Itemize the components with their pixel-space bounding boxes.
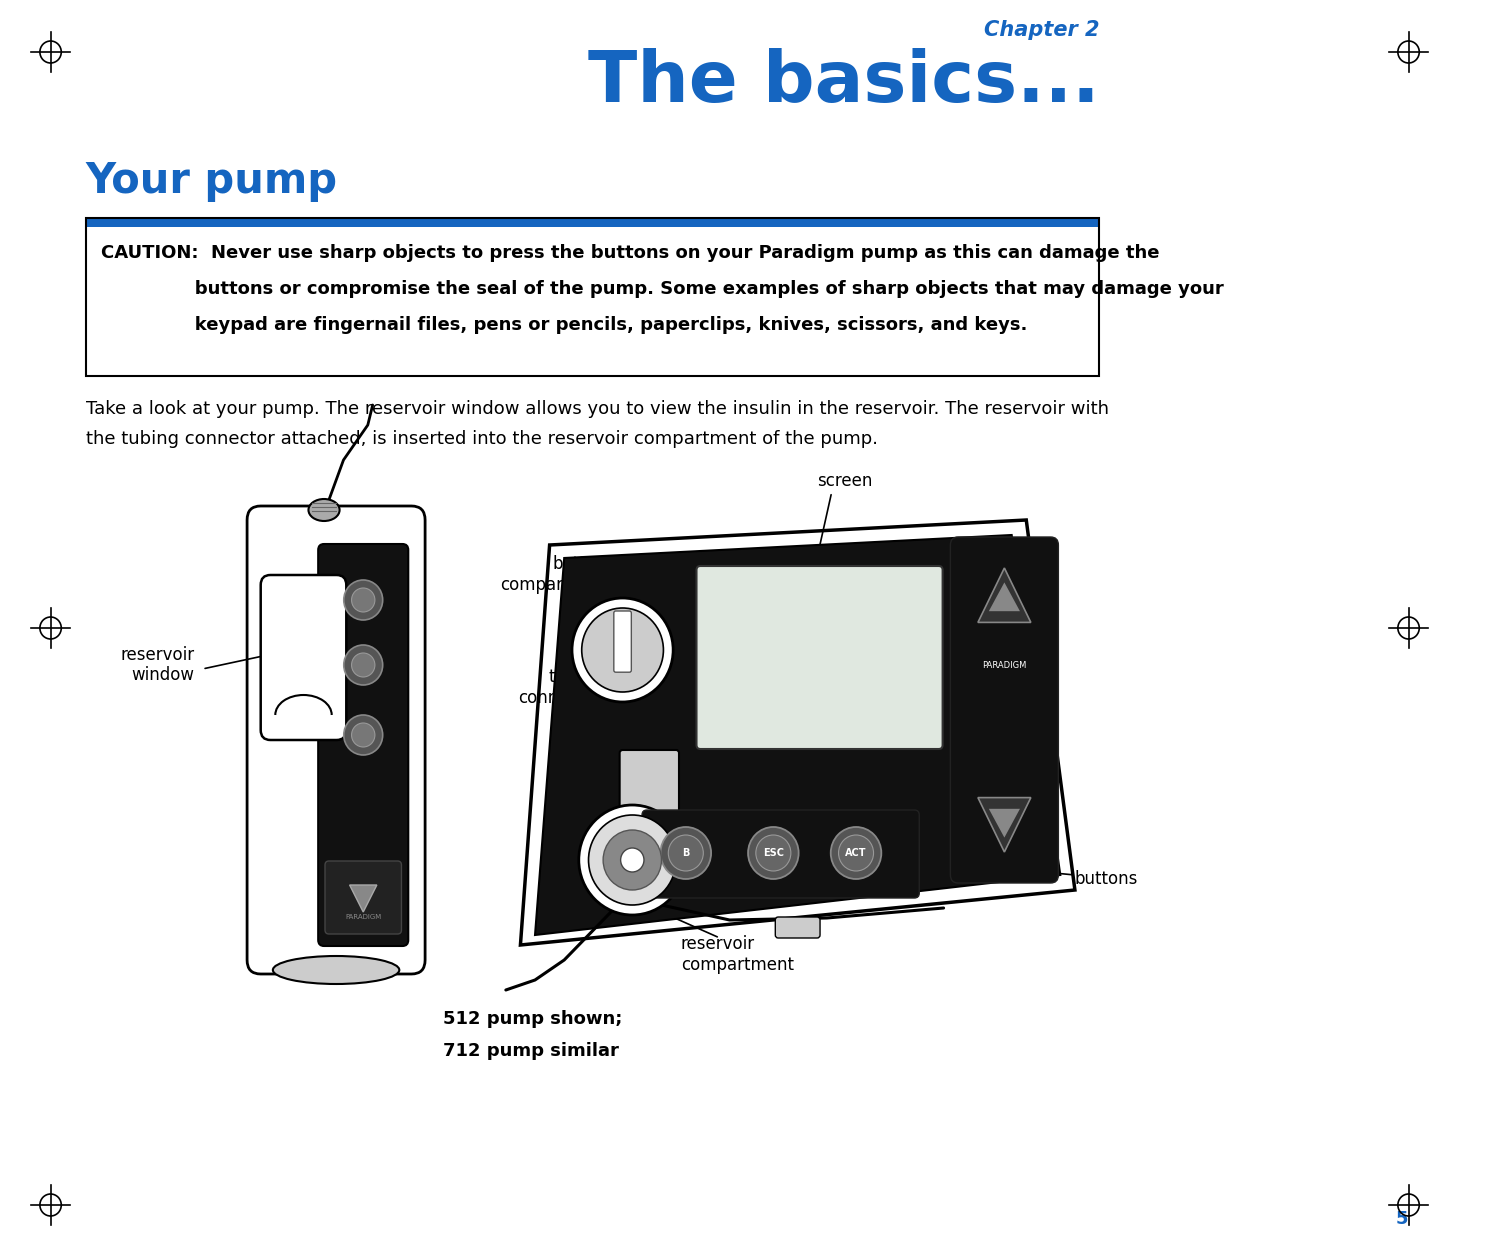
Text: screen: screen — [818, 471, 873, 490]
Text: reservoir
window: reservoir window — [120, 646, 195, 684]
Circle shape — [748, 827, 798, 879]
Text: ESC: ESC — [764, 848, 784, 859]
Text: battery
compartment: battery compartment — [500, 556, 613, 593]
Text: CAUTION:  Never use sharp objects to press the buttons on your Paradigm pump as : CAUTION: Never use sharp objects to pres… — [100, 244, 1160, 261]
Circle shape — [839, 835, 873, 871]
Circle shape — [603, 830, 662, 890]
Circle shape — [351, 588, 375, 612]
Circle shape — [579, 804, 686, 915]
Polygon shape — [978, 568, 1030, 622]
Polygon shape — [350, 885, 376, 913]
Text: B: B — [682, 848, 690, 859]
Circle shape — [344, 645, 382, 685]
Text: reservoir
compartment: reservoir compartment — [681, 935, 794, 974]
Polygon shape — [978, 798, 1030, 852]
Ellipse shape — [309, 499, 339, 520]
Circle shape — [660, 827, 711, 879]
Text: PARADIGM: PARADIGM — [982, 660, 1026, 670]
Text: The basics...: The basics... — [588, 48, 1100, 117]
Polygon shape — [988, 808, 1020, 837]
Polygon shape — [536, 535, 1060, 935]
Circle shape — [831, 827, 882, 879]
Text: 5: 5 — [1396, 1210, 1408, 1228]
Circle shape — [588, 815, 676, 905]
Circle shape — [621, 848, 644, 872]
Circle shape — [344, 715, 382, 755]
Circle shape — [669, 835, 704, 871]
FancyBboxPatch shape — [620, 750, 680, 846]
Circle shape — [351, 723, 375, 747]
Text: 712 pump similar: 712 pump similar — [442, 1042, 618, 1060]
Text: PARADIGM: PARADIGM — [345, 914, 381, 920]
Circle shape — [572, 598, 674, 701]
Polygon shape — [520, 520, 1076, 945]
FancyBboxPatch shape — [248, 507, 424, 974]
Text: Chapter 2: Chapter 2 — [984, 20, 1100, 40]
Text: buttons: buttons — [1076, 870, 1138, 887]
Text: buttons or compromise the seal of the pump. Some examples of sharp objects that : buttons or compromise the seal of the pu… — [100, 280, 1224, 298]
FancyBboxPatch shape — [326, 861, 402, 934]
Ellipse shape — [273, 957, 399, 984]
FancyBboxPatch shape — [642, 810, 920, 897]
Text: tubing
connector: tubing connector — [518, 667, 602, 706]
Circle shape — [344, 579, 382, 620]
Text: Take a look at your pump. The reservoir window allows you to view the insulin in: Take a look at your pump. The reservoir … — [86, 400, 1108, 419]
Text: Your pump: Your pump — [86, 160, 338, 202]
Text: keypad are fingernail files, pens or pencils, paperclips, knives, scissors, and : keypad are fingernail files, pens or pen… — [100, 316, 1028, 334]
Circle shape — [756, 835, 790, 871]
FancyBboxPatch shape — [696, 566, 942, 749]
Bar — [86, 217, 1100, 376]
Circle shape — [582, 608, 663, 693]
Circle shape — [351, 652, 375, 678]
Bar — [86, 217, 1100, 228]
Text: ACT: ACT — [846, 848, 867, 859]
FancyBboxPatch shape — [261, 574, 346, 740]
FancyBboxPatch shape — [318, 544, 408, 947]
FancyBboxPatch shape — [776, 918, 820, 938]
Polygon shape — [988, 582, 1020, 611]
FancyBboxPatch shape — [951, 537, 1059, 882]
FancyBboxPatch shape — [614, 611, 632, 672]
Text: the tubing connector attached, is inserted into the reservoir compartment of the: the tubing connector attached, is insert… — [86, 430, 877, 447]
Text: 512 pump shown;: 512 pump shown; — [442, 1011, 622, 1028]
